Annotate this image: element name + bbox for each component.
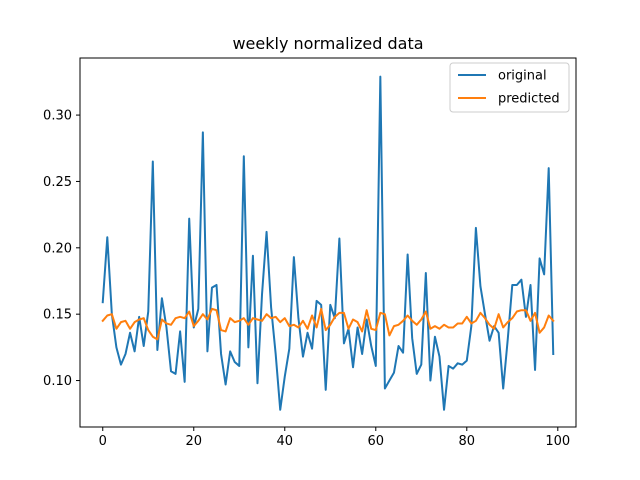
legend-label-original: original <box>498 69 547 84</box>
y-tick-label-3: 0.25 <box>43 175 72 190</box>
y-tick-label-2: 0.20 <box>43 241 72 256</box>
axes-frame <box>79 57 577 428</box>
x-tick-label-1: 20 <box>185 434 202 449</box>
y-tick-label-1: 0.15 <box>43 308 72 323</box>
x-tick-label-3: 60 <box>368 434 385 449</box>
series-line-original <box>101 75 555 411</box>
y-tick-label-4: 0.30 <box>43 109 72 124</box>
axes: 0 20 40 60 80 100 0.10 0.15 0.20 0.25 0.30 <box>43 57 577 449</box>
series-line-predicted <box>101 307 555 341</box>
legend: original predicted <box>449 62 570 113</box>
series-original <box>101 75 555 411</box>
chart-title: weekly normalized data <box>232 34 423 53</box>
x-tick-label-2: 40 <box>276 434 293 449</box>
series-predicted <box>101 307 555 341</box>
y-tick-label-0: 0.10 <box>43 374 72 389</box>
legend-label-predicted: predicted <box>498 92 560 107</box>
x-tick-label-4: 80 <box>459 434 476 449</box>
x-tick-label-0: 0 <box>99 434 107 449</box>
plot-area <box>101 75 555 411</box>
x-tick-label-5: 100 <box>545 434 570 449</box>
